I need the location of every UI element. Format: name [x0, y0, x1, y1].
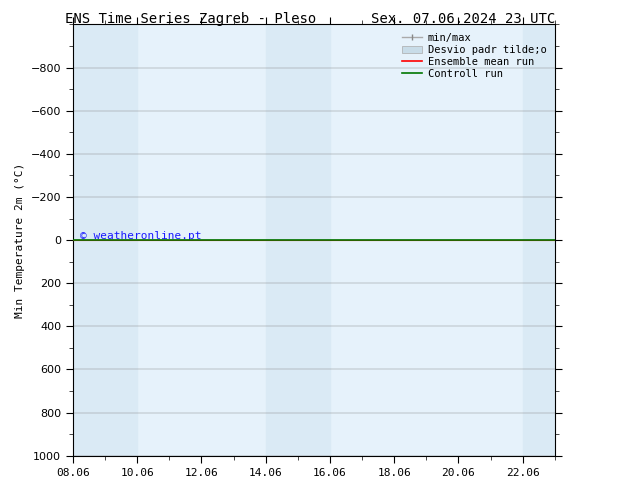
- Legend: min/max, Desvio padr tilde;o, Ensemble mean run, Controll run: min/max, Desvio padr tilde;o, Ensemble m…: [399, 30, 550, 82]
- Bar: [522, 24, 555, 456]
- Bar: [73, 24, 137, 456]
- Bar: [266, 24, 330, 456]
- Text: © weatheronline.pt: © weatheronline.pt: [80, 231, 202, 241]
- Text: Sex. 07.06.2024 23 UTC: Sex. 07.06.2024 23 UTC: [371, 12, 555, 26]
- Y-axis label: Min Temperature 2m (°C): Min Temperature 2m (°C): [15, 163, 25, 318]
- Text: ENS Time Series Zagreb - Pleso: ENS Time Series Zagreb - Pleso: [65, 12, 316, 26]
